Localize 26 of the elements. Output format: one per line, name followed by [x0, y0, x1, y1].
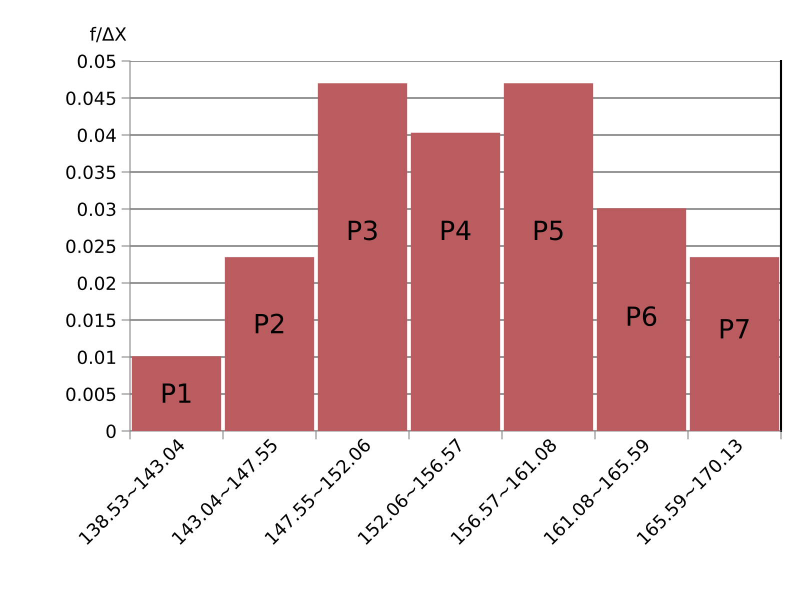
bar	[224, 257, 314, 431]
bar	[690, 257, 780, 431]
y-tick-label: 0.045	[66, 91, 116, 106]
annotation: P4	[442, 220, 470, 240]
annotation: P2	[256, 314, 284, 334]
y-tick-label: 0	[106, 424, 116, 438]
annotation: P1	[162, 384, 190, 403]
y-tick-label: 0.035	[66, 165, 116, 180]
annotation: P6	[628, 306, 656, 326]
y-tick-label: 0.025	[66, 239, 116, 254]
bar	[504, 83, 594, 431]
y-tick-label: 0.04	[78, 128, 116, 142]
bar	[132, 356, 222, 431]
y-tick-label: 0.03	[78, 202, 116, 216]
bar	[410, 132, 500, 431]
y-tick-label: 0.02	[78, 276, 115, 290]
bar	[318, 83, 408, 431]
y-tick-label: 0.005	[66, 387, 116, 402]
y-axis-title: f/ΔX	[90, 26, 126, 42]
annotation: P5	[534, 220, 563, 240]
annotation: P7	[720, 319, 749, 338]
bar	[596, 208, 686, 431]
y-tick-label: 0.01	[78, 350, 116, 364]
y-tick-label: 0.05	[78, 54, 116, 68]
annotation: P3	[348, 220, 377, 240]
y-tick-label: 0.015	[66, 313, 116, 328]
